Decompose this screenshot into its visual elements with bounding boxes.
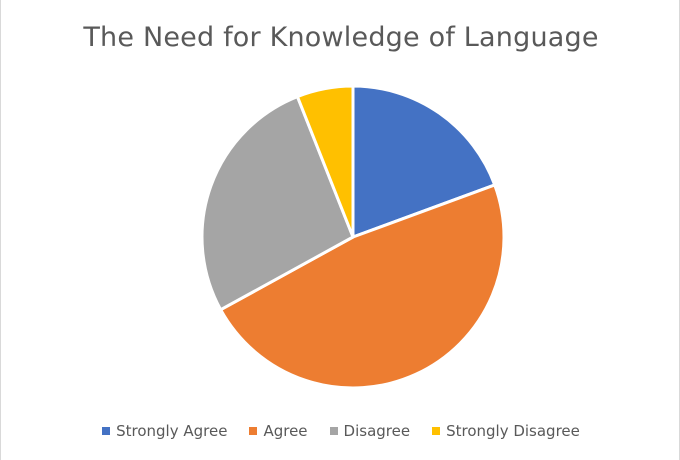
chart-title: The Need for Knowledge of Language — [83, 22, 599, 53]
legend-swatch-strongly-agree — [102, 427, 111, 435]
legend-label-agree: Agree — [263, 422, 308, 440]
legend-swatch-strongly-disagree — [432, 427, 441, 435]
legend-label-strongly-agree: Strongly Agree — [116, 422, 228, 440]
pie-slice-disagree — [200, 95, 355, 312]
legend-item-strongly-disagree: Strongly Disagree — [432, 422, 580, 440]
pie-slice-strongly-agree — [351, 84, 497, 239]
legend-label-strongly-disagree: Strongly Disagree — [446, 422, 580, 440]
legend-item-disagree: Disagree — [329, 422, 411, 440]
pie-slice-strongly-disagree — [295, 84, 355, 239]
legend-swatch-agree — [249, 427, 258, 435]
legend-item-strongly-agree: Strongly Agree — [102, 422, 227, 440]
legend-item-agree: Agree — [249, 422, 308, 440]
legend-label-disagree: Disagree — [343, 422, 411, 440]
pie-slices — [200, 84, 506, 390]
pie-slice-agree — [219, 183, 506, 390]
legend-swatch-disagree — [329, 427, 338, 435]
chart-legend: Strongly Agree Agree Disagree Strongly D… — [1, 422, 680, 440]
